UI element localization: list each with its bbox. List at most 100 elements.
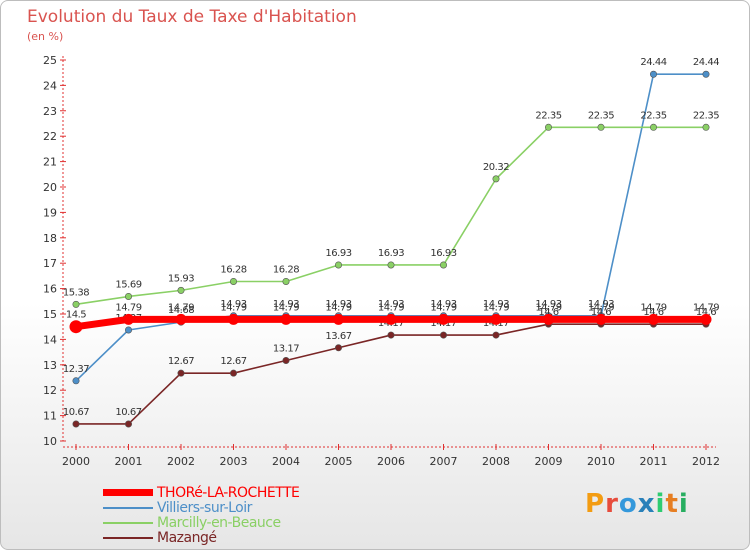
data-label: 10.67 xyxy=(115,407,141,418)
legend-swatch xyxy=(103,536,153,539)
y-tick-label: 15 xyxy=(43,308,57,321)
legend-item: Villiers-sur-Loir xyxy=(103,499,299,516)
x-tick-label: 2005 xyxy=(325,455,353,468)
data-label: 14.79 xyxy=(535,302,561,313)
data-label: 15.69 xyxy=(115,279,141,290)
data-label: 16.28 xyxy=(220,264,246,275)
data-label: 13.67 xyxy=(325,331,351,342)
data-point xyxy=(702,70,710,78)
data-label: 14.79 xyxy=(168,302,194,313)
data-label: 14.79 xyxy=(483,302,509,313)
data-label: 14.79 xyxy=(273,302,299,313)
data-label: 14.68 xyxy=(168,305,194,316)
x-tick-label: 2002 xyxy=(167,455,195,468)
data-label: 14.6 xyxy=(538,307,558,318)
data-point xyxy=(649,70,657,78)
logo-letter: r xyxy=(605,489,619,519)
data-point xyxy=(72,420,80,428)
data-label: 14.79 xyxy=(588,302,614,313)
data-label: 14.79 xyxy=(325,302,351,313)
y-tick-label: 11 xyxy=(43,410,57,423)
y-tick-label: 16 xyxy=(43,283,57,296)
y-tick-label: 21 xyxy=(43,156,57,169)
data-label: 14.79 xyxy=(693,302,719,313)
x-tick-label: 2006 xyxy=(377,455,405,468)
series-line xyxy=(75,323,707,425)
logo-letter: o xyxy=(618,489,638,519)
data-point xyxy=(123,313,134,325)
data-label: 22.35 xyxy=(535,110,561,121)
data-point xyxy=(595,313,607,325)
data-label: 24.44 xyxy=(640,57,666,68)
data-point xyxy=(72,300,80,308)
y-tick-label: 23 xyxy=(43,105,57,118)
logo-letter: P xyxy=(585,489,606,519)
logo-letter: i xyxy=(655,489,666,519)
legend-item: Mazangé xyxy=(103,529,299,546)
data-point xyxy=(334,344,342,352)
y-tick-label: 25 xyxy=(43,54,57,67)
legend-swatch xyxy=(103,521,153,524)
data-point xyxy=(69,320,83,334)
data-point xyxy=(597,123,605,131)
data-point xyxy=(648,313,659,325)
legend-item: THORé-LA-ROCHETTE xyxy=(103,484,300,501)
data-point xyxy=(125,326,133,334)
x-tick-label: 2001 xyxy=(115,455,143,468)
data-point xyxy=(387,331,395,339)
data-point xyxy=(72,377,80,385)
y-tick-label: 20 xyxy=(43,181,57,194)
legend-label: Villiers-sur-Loir xyxy=(157,499,252,516)
data-label: 14.79 xyxy=(378,302,404,313)
data-label: 14.93 xyxy=(588,299,614,310)
x-tick-label: 2007 xyxy=(430,455,458,468)
data-label: 15.38 xyxy=(63,287,89,298)
data-point xyxy=(177,369,185,377)
data-point xyxy=(387,261,395,269)
data-point xyxy=(439,261,447,269)
data-point xyxy=(230,369,238,377)
data-label: 14.6 xyxy=(643,307,663,318)
data-point xyxy=(282,356,290,364)
legend-label: THORé-LA-ROCHETTE xyxy=(157,484,300,501)
data-label: 22.35 xyxy=(693,110,719,121)
data-label: 14.93 xyxy=(378,299,404,310)
legend-swatch xyxy=(103,506,153,509)
data-label: 22.35 xyxy=(640,110,666,121)
legend-label: Mazangé xyxy=(157,529,217,546)
chart-title: Evolution du Taux de Taxe d'Habitation xyxy=(27,7,357,27)
x-tick-label: 2010 xyxy=(587,455,615,468)
x-tick-label: 2009 xyxy=(535,455,563,468)
data-label: 14.79 xyxy=(220,302,246,313)
y-tick-label: 17 xyxy=(43,257,57,270)
data-label: 10.67 xyxy=(63,407,89,418)
x-tick-label: 2012 xyxy=(692,455,720,468)
data-label: 14.93 xyxy=(535,299,561,310)
data-label: 14.6 xyxy=(591,307,611,318)
data-point xyxy=(280,313,292,325)
logo-letter: i xyxy=(678,489,689,519)
data-label: 14.6 xyxy=(696,307,716,318)
data-label: 14.93 xyxy=(325,299,351,310)
data-label: 14.93 xyxy=(430,299,456,310)
legend-item: Marcilly-en-Beauce xyxy=(103,515,299,531)
y-tick-label: 18 xyxy=(43,232,57,245)
data-label: 14.93 xyxy=(273,299,299,310)
data-point xyxy=(439,331,447,339)
data-point xyxy=(649,123,657,131)
y-tick-label: 12 xyxy=(43,384,57,397)
y-tick-label: 19 xyxy=(43,206,57,219)
data-point xyxy=(282,277,290,285)
data-point xyxy=(228,313,239,325)
data-label: 14.79 xyxy=(115,302,141,313)
chart-subtitle: (en %) xyxy=(27,30,64,43)
data-point xyxy=(175,313,187,325)
data-label: 14.79 xyxy=(640,302,666,313)
x-tick-label: 2004 xyxy=(272,455,300,468)
data-label: 16.93 xyxy=(430,248,456,259)
data-label: 16.28 xyxy=(273,264,299,275)
y-tick-label: 13 xyxy=(43,359,57,372)
data-label: 12.67 xyxy=(220,356,246,367)
